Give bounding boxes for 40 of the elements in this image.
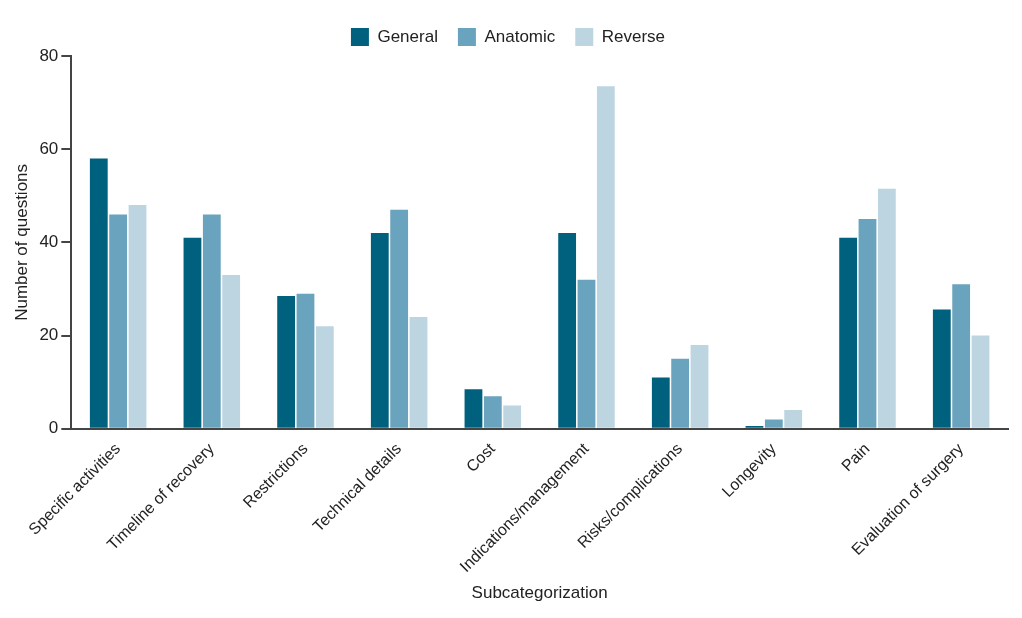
legend-label: Anatomic <box>484 26 556 46</box>
bar <box>839 237 858 428</box>
bar <box>315 326 334 428</box>
bar <box>222 274 241 428</box>
y-tick-label: 0 <box>48 418 59 438</box>
y-tick-label: 40 <box>39 232 59 252</box>
bar <box>651 377 670 428</box>
bar <box>971 335 990 428</box>
bar <box>202 214 221 428</box>
bar <box>109 214 128 428</box>
x-tick-label: Pain <box>838 439 873 475</box>
bar <box>577 279 596 428</box>
bar <box>596 86 615 428</box>
bar <box>784 410 803 428</box>
bar <box>952 284 971 428</box>
legend-label: General <box>377 26 438 46</box>
bar <box>932 309 951 428</box>
bar <box>183 237 202 428</box>
x-axis-title: Subcategorization <box>471 583 608 603</box>
bar <box>877 188 896 428</box>
bar <box>671 358 690 428</box>
y-tick-label: 60 <box>39 138 59 158</box>
y-axis-title: Number of questions <box>11 163 31 321</box>
bar <box>858 219 877 428</box>
bar <box>390 209 409 428</box>
y-tick-label: 20 <box>39 325 59 345</box>
legend-label: Reverse <box>601 26 666 46</box>
bar <box>277 295 296 428</box>
bar <box>503 405 522 428</box>
bar <box>690 344 709 428</box>
bar <box>558 233 577 428</box>
bar <box>128 205 147 428</box>
bar <box>464 389 483 428</box>
bar <box>89 158 108 428</box>
bar <box>370 233 389 428</box>
bar <box>409 316 428 428</box>
bar <box>764 419 783 428</box>
bar <box>483 396 502 428</box>
y-tick-label: 80 <box>39 45 59 65</box>
bar <box>296 293 315 428</box>
